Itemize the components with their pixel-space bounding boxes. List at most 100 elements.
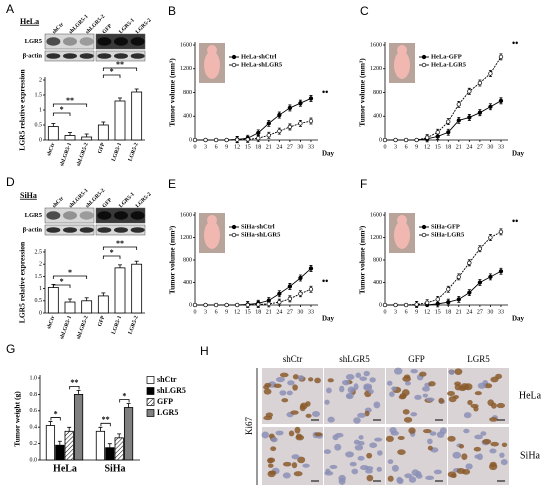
point	[235, 302, 240, 308]
nucleus	[385, 435, 394, 443]
point	[456, 274, 461, 280]
sig-bracket	[52, 284, 71, 288]
nucleus	[489, 417, 498, 422]
nucleus	[410, 412, 418, 417]
nucleus	[357, 455, 365, 461]
nucleus	[463, 428, 470, 434]
x-tick-label: shLGR5-2	[76, 142, 90, 167]
nucleus	[353, 439, 360, 445]
mouse-head	[397, 215, 407, 225]
nucleus	[297, 456, 306, 464]
blot-band	[114, 227, 128, 233]
nucleus	[452, 451, 462, 459]
nucleus	[290, 410, 299, 415]
point	[393, 137, 398, 143]
bar	[73, 393, 84, 461]
point	[456, 118, 461, 123]
sig-label: *	[60, 105, 64, 114]
nucleus	[447, 435, 456, 442]
sig-bracket	[102, 74, 121, 78]
nucleus	[357, 412, 366, 418]
x-tick-label: 27	[477, 144, 483, 150]
x-tick-label: 0	[384, 309, 387, 315]
y-tick-label: 0	[189, 302, 192, 308]
sig-bracket	[50, 417, 61, 421]
lane-label: GFP	[101, 197, 113, 209]
x-tick-label: 21	[266, 309, 272, 315]
x-tick-label: 6	[405, 309, 408, 315]
y-tick-label: 0.2	[30, 441, 38, 447]
nucleus	[292, 374, 299, 380]
point	[245, 302, 250, 308]
sig-label: **	[102, 415, 110, 424]
bar	[105, 447, 115, 461]
x-tick-label: GFP	[97, 314, 107, 327]
nucleus	[376, 466, 382, 472]
blot-band	[46, 211, 61, 220]
point	[425, 135, 430, 140]
nucleus	[376, 450, 383, 456]
nucleus	[499, 452, 505, 458]
legend-swatch	[146, 376, 155, 384]
nucleus	[433, 469, 442, 475]
x-tick-label: LGR5-2	[128, 142, 140, 162]
y-tick-label: 2	[39, 262, 42, 268]
sig-bracket	[52, 112, 71, 116]
legend-label: SiHa-shCtrl	[241, 223, 275, 230]
nucleus	[345, 374, 355, 381]
x-tick-label: 21	[456, 144, 462, 150]
y-tick-label: 1	[39, 286, 42, 292]
nucleus	[427, 445, 433, 451]
nucleus	[474, 434, 483, 440]
nucleus	[465, 463, 473, 470]
bar	[47, 126, 59, 141]
blot-band	[114, 211, 128, 220]
nucleus	[288, 430, 295, 437]
nucleus	[351, 468, 359, 475]
y-tick-label: 1600	[180, 212, 192, 218]
nucleus	[286, 390, 293, 396]
y-tick-label: 1600	[370, 42, 382, 48]
sig-label: *	[110, 67, 114, 76]
point	[382, 137, 388, 143]
point	[298, 121, 303, 126]
blot-band	[46, 53, 61, 59]
y-tick-label: 0.5	[35, 298, 43, 304]
nucleus	[394, 367, 403, 375]
bar	[55, 444, 65, 461]
nucleus	[403, 416, 413, 423]
blot-band	[130, 211, 145, 220]
nucleus	[461, 453, 468, 460]
blot-band	[114, 53, 128, 59]
nucleus	[483, 383, 493, 389]
nucleus	[334, 443, 342, 451]
x-tick-label: 15	[435, 144, 441, 150]
x-tick-label: 0	[384, 144, 387, 150]
lane-label: LGR5-2	[135, 17, 153, 35]
nucleus	[397, 449, 406, 456]
nucleus	[297, 375, 304, 381]
x-tick-label: 9	[225, 144, 228, 150]
nucleus	[282, 472, 291, 479]
x-tick-label: 33	[308, 309, 314, 315]
series-line	[195, 120, 312, 141]
nucleus	[415, 473, 423, 479]
bar	[97, 295, 109, 314]
nucleus	[267, 463, 274, 468]
nucleus	[374, 437, 383, 442]
nucleus	[458, 444, 465, 449]
point	[235, 137, 240, 142]
point	[498, 229, 504, 235]
sig-label: **	[66, 96, 74, 105]
legend-swatch	[146, 398, 155, 406]
point	[256, 130, 261, 136]
nucleus	[360, 465, 369, 471]
nucleus	[474, 391, 482, 396]
point	[308, 118, 314, 124]
nucleus	[355, 372, 362, 378]
y-tick-label: 1.5	[35, 274, 43, 280]
sig-bracket	[52, 275, 88, 279]
x-tick-label: shLGR5-1	[59, 142, 73, 167]
nucleus	[428, 381, 436, 387]
panel-label: B	[168, 4, 176, 18]
